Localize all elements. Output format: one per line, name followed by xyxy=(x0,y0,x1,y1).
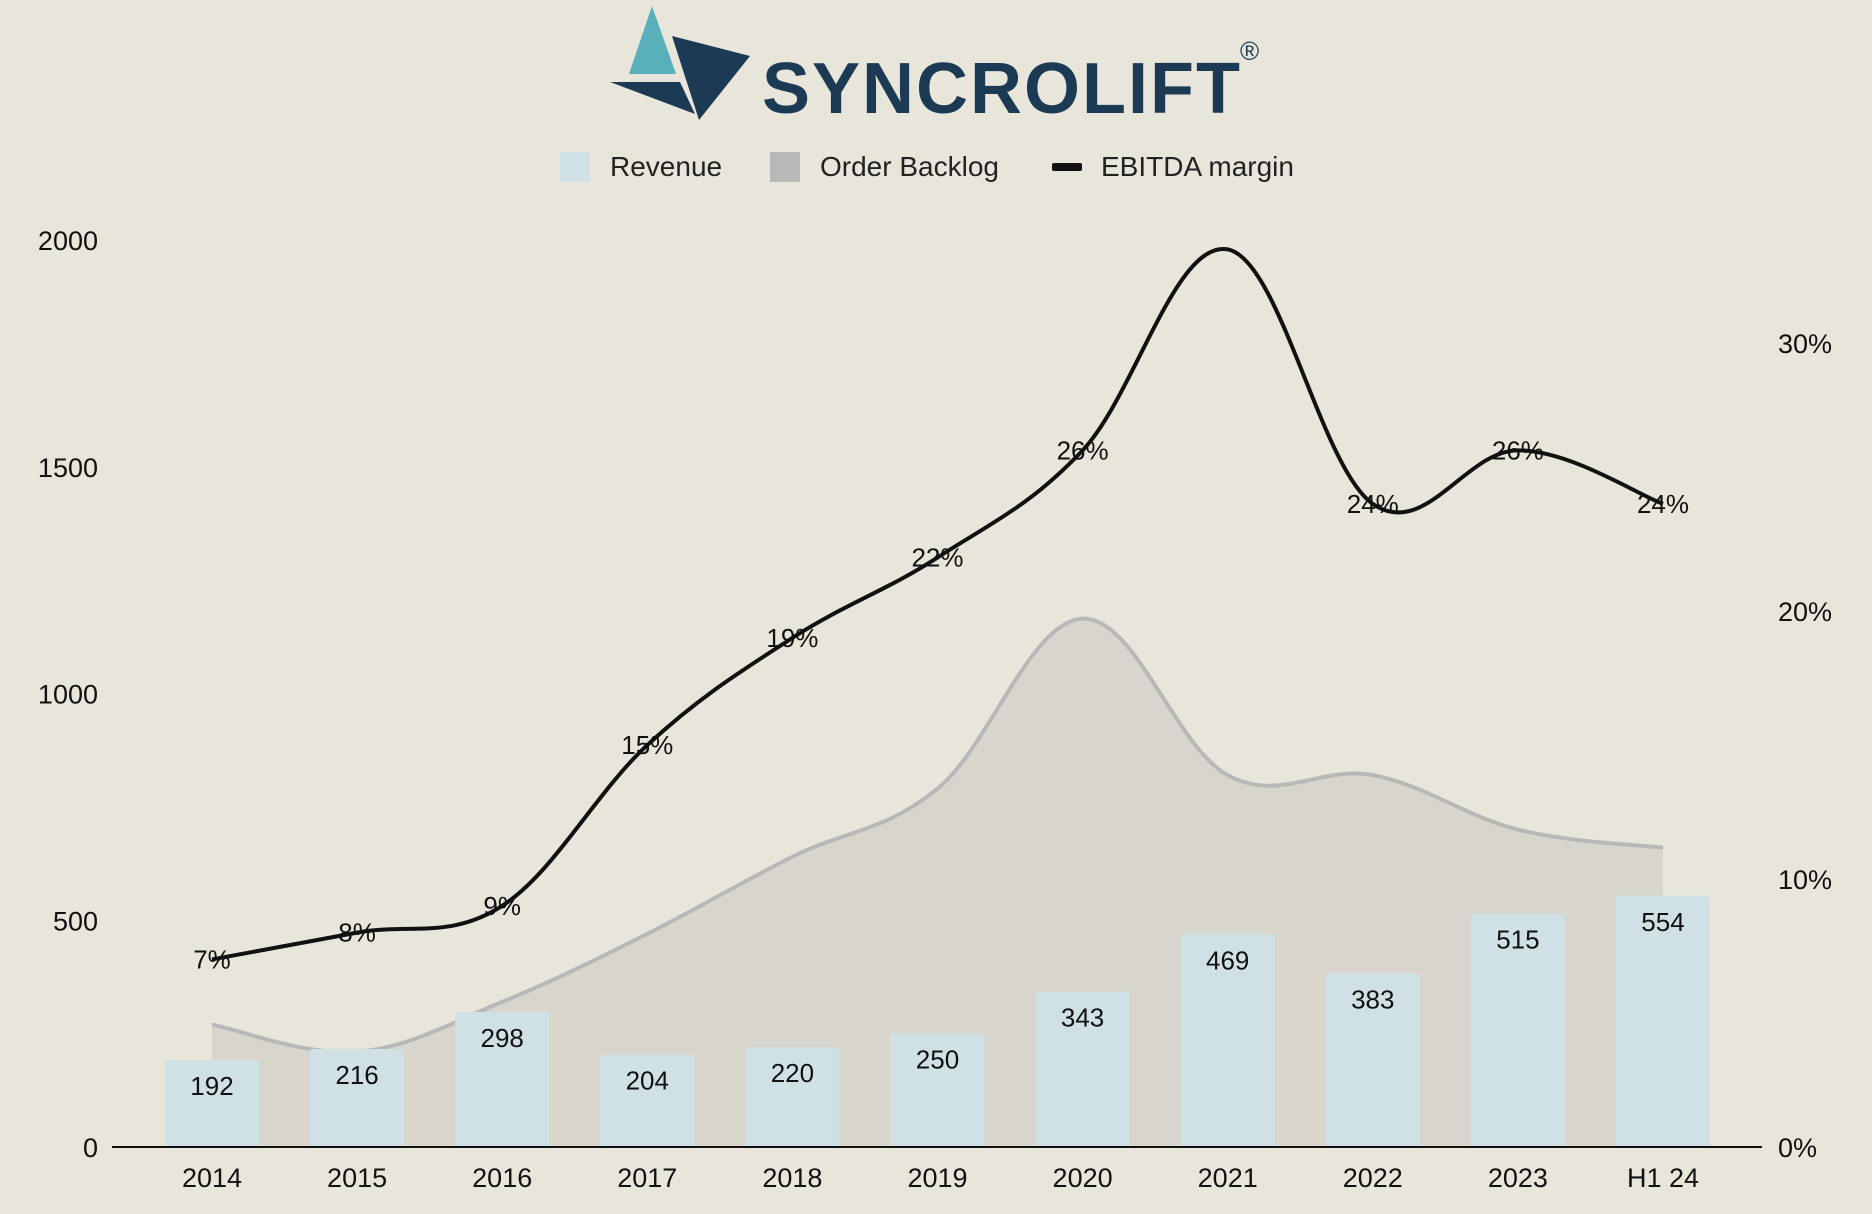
revenue-bar xyxy=(1470,913,1565,1147)
ebitda-margin-label: 19% xyxy=(766,623,818,653)
left-tick-label: 1000 xyxy=(38,680,98,710)
ebitda-margin-label: 26% xyxy=(1057,435,1109,465)
x-tick-label: 2019 xyxy=(907,1163,967,1193)
logo-navy-triangle-right xyxy=(672,36,750,120)
left-tick-label: 0 xyxy=(83,1133,98,1163)
left-tick-label: 500 xyxy=(53,906,98,936)
x-tick-label: 2017 xyxy=(617,1163,677,1193)
ebitda-margin-labels: 7% 8% 9% 15% 19% 22% 26% 24% 26% 24% xyxy=(193,435,1689,974)
x-tick-label: 2021 xyxy=(1198,1163,1258,1193)
legend-swatch-backlog xyxy=(770,152,800,182)
legend-swatch-revenue xyxy=(560,152,590,182)
revenue-bar xyxy=(1035,991,1130,1147)
revenue-bar-label: 554 xyxy=(1641,907,1684,937)
right-tick-label: 30% xyxy=(1778,329,1832,359)
legend-label-ebitda: EBITDA margin xyxy=(1101,151,1294,182)
x-tick-label: 2018 xyxy=(762,1163,822,1193)
revenue-bars xyxy=(165,895,1710,1147)
revenue-bar xyxy=(890,1033,985,1147)
revenue-bar-label: 220 xyxy=(771,1058,814,1088)
ebitda-margin-label: 26% xyxy=(1492,435,1544,465)
revenue-bar-label: 343 xyxy=(1061,1002,1104,1032)
legend-label-backlog: Order Backlog xyxy=(820,151,999,182)
right-tick-label: 20% xyxy=(1778,597,1832,627)
syncrolift-logo: SYNCROLIFT ® xyxy=(610,6,1259,129)
ebitda-margin-label: 7% xyxy=(193,944,231,974)
ebitda-margin-label: 15% xyxy=(621,730,673,760)
revenue-bar-label: 383 xyxy=(1351,984,1394,1014)
revenue-bar xyxy=(1180,934,1275,1147)
revenue-bar xyxy=(165,1059,259,1147)
x-tick-label: H1 24 xyxy=(1627,1163,1699,1193)
revenue-bar xyxy=(455,1011,550,1147)
revenue-bar-labels: 192 216 298 204 220 250 343 469 383 515 554 xyxy=(190,907,1684,1101)
revenue-bar-label: 192 xyxy=(190,1071,233,1101)
revenue-bar xyxy=(310,1049,405,1147)
right-axis-ticks: 0% 10% 20% 30% xyxy=(1778,329,1832,1163)
left-axis-ticks: 0 500 1000 1500 2000 xyxy=(38,226,98,1163)
order-backlog-area xyxy=(212,618,1663,1147)
revenue-bar-label: 250 xyxy=(916,1045,959,1075)
left-tick-label: 2000 xyxy=(38,226,98,256)
revenue-bar-label: 216 xyxy=(335,1060,378,1090)
revenue-bar-label: 515 xyxy=(1496,924,1539,954)
ebitda-margin-label: 8% xyxy=(338,918,376,948)
x-tick-label: 2014 xyxy=(182,1163,242,1193)
brand-name: SYNCROLIFT xyxy=(762,49,1242,129)
revenue-bar xyxy=(1325,973,1420,1147)
x-tick-label: 2023 xyxy=(1488,1163,1548,1193)
right-tick-label: 10% xyxy=(1778,865,1832,895)
x-tick-label: 2015 xyxy=(327,1163,387,1193)
left-tick-label: 1500 xyxy=(38,453,98,483)
revenue-bar-label: 298 xyxy=(481,1023,524,1053)
legend-swatch-ebitda xyxy=(1052,163,1082,171)
revenue-bar xyxy=(745,1047,840,1147)
registered-mark: ® xyxy=(1240,36,1259,66)
right-tick-label: 0% xyxy=(1778,1133,1817,1163)
revenue-bar xyxy=(600,1054,695,1147)
legend: Revenue Order Backlog EBITDA margin xyxy=(560,151,1294,182)
x-tick-label: 2022 xyxy=(1343,1163,1403,1193)
revenue-bar xyxy=(1616,895,1710,1147)
revenue-bar-label: 469 xyxy=(1206,945,1249,975)
ebitda-margin-label: 24% xyxy=(1637,489,1689,519)
logo-navy-triangle-left xyxy=(610,82,695,114)
logo-teal-triangle xyxy=(629,6,676,74)
x-axis-ticks: 2014 2015 2016 2017 2018 2019 2020 2021 2022 2023… xyxy=(182,1163,1699,1193)
ebitda-margin-label: 24% xyxy=(1347,489,1399,519)
x-tick-label: 2020 xyxy=(1053,1163,1113,1193)
x-tick-label: 2016 xyxy=(472,1163,532,1193)
ebitda-margin-label: 9% xyxy=(483,891,521,921)
ebitda-margin-label: 22% xyxy=(911,543,963,573)
revenue-bar-label: 204 xyxy=(626,1065,669,1095)
legend-label-revenue: Revenue xyxy=(610,151,722,182)
ebitda-margin-line xyxy=(211,247,1664,962)
